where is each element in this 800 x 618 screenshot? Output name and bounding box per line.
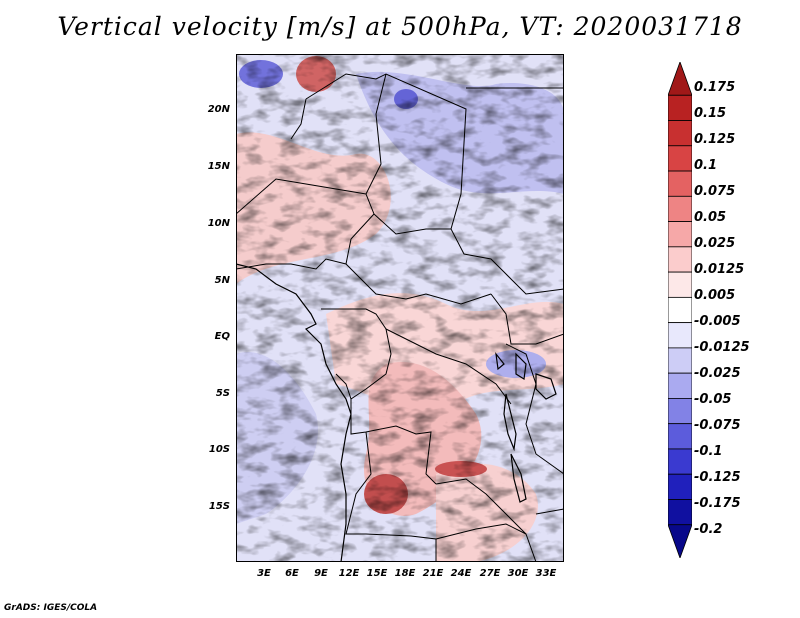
lon-label-12e: 12E bbox=[338, 568, 360, 579]
lon-label-30e: 30E bbox=[507, 568, 529, 579]
colorbar-segment-3 bbox=[668, 145, 692, 172]
colorbar-label-neg0025: -0.025 bbox=[694, 366, 741, 381]
colorbar-label-neg00125: -0.0125 bbox=[694, 340, 750, 355]
coastlines bbox=[236, 263, 557, 562]
lon-label-3e: 3E bbox=[257, 568, 271, 579]
colorbar-label-015: 0.15 bbox=[694, 106, 727, 121]
colorbar bbox=[668, 62, 692, 558]
colorbar-label-0005: 0.005 bbox=[694, 288, 736, 303]
colorbar-segment-17 bbox=[668, 499, 692, 526]
colorbar-label-neg0175: -0.175 bbox=[694, 496, 741, 511]
colorbar-label-neg02: -0.2 bbox=[694, 522, 723, 537]
lon-label-6e: 6E bbox=[285, 568, 299, 579]
colorbar-label-neg0125: -0.125 bbox=[694, 470, 741, 485]
colorbar-segment-1 bbox=[668, 94, 692, 121]
colorbar-segment-9 bbox=[668, 296, 692, 324]
colorbar-segment-4 bbox=[668, 170, 692, 197]
grads-credit: GrADS: IGES/COLA bbox=[4, 603, 98, 613]
colorbar-label-0125: 0.125 bbox=[694, 132, 736, 147]
colorbar-segment-7 bbox=[668, 246, 692, 273]
field-texture bbox=[236, 54, 564, 562]
colorbar-segment-11 bbox=[668, 347, 692, 374]
colorbar-label-neg0005: -0.005 bbox=[694, 314, 741, 329]
colorbar-label-00125: 0.0125 bbox=[694, 262, 745, 277]
lat-label-10n: 10N bbox=[207, 218, 230, 229]
colorbar-label-0025: 0.025 bbox=[694, 236, 736, 251]
lon-label-9e: 9E bbox=[314, 568, 328, 579]
colorbar-segment-18 bbox=[668, 524, 692, 558]
colorbar-label-neg01: -0.1 bbox=[694, 444, 723, 459]
country-borders bbox=[236, 73, 564, 562]
lat-label-eq: EQ bbox=[214, 331, 230, 342]
chart-title: Vertical velocity [m/s] at 500hPa, VT: 2… bbox=[57, 12, 743, 41]
lon-label-21e: 21E bbox=[422, 568, 444, 579]
colorbar-segment-14 bbox=[668, 423, 692, 450]
lat-label-15n: 15N bbox=[207, 161, 230, 172]
lon-label-27e: 27E bbox=[479, 568, 501, 579]
colorbar-segment-13 bbox=[668, 398, 692, 425]
colorbar-segment-2 bbox=[668, 120, 692, 147]
colorbar-label-005: 0.05 bbox=[694, 210, 727, 225]
colorbar-segment-10 bbox=[668, 322, 692, 349]
lon-label-24e: 24E bbox=[450, 568, 472, 579]
colorbar-segment-6 bbox=[668, 221, 692, 248]
lon-label-18e: 18E bbox=[394, 568, 416, 579]
lon-label-33e: 33E bbox=[535, 568, 557, 579]
lat-label-5s: 5S bbox=[215, 388, 230, 399]
colorbar-label-0075: 0.075 bbox=[694, 184, 736, 199]
lat-label-5n: 5N bbox=[214, 275, 230, 286]
colorbar-segment-8 bbox=[668, 271, 692, 298]
lat-label-10s: 10S bbox=[208, 444, 230, 455]
colorbar-label-0175: 0.175 bbox=[694, 80, 736, 95]
colorbar-segment-5 bbox=[668, 195, 692, 222]
lat-label-20n: 20N bbox=[207, 104, 230, 115]
colorbar-segment-16 bbox=[668, 473, 692, 500]
colorbar-label-neg0075: -0.075 bbox=[694, 418, 741, 433]
lon-label-15e: 15E bbox=[366, 568, 388, 579]
velocity-field-map bbox=[236, 54, 564, 562]
colorbar-label-01: 0.1 bbox=[694, 158, 718, 173]
colorbar-segment-12 bbox=[668, 372, 692, 399]
map-frame bbox=[236, 54, 564, 562]
colorbar-label-neg005: -0.05 bbox=[694, 392, 732, 407]
colorbar-segment-15 bbox=[668, 448, 692, 475]
map-panel bbox=[236, 54, 564, 562]
colorbar-segment-0 bbox=[668, 62, 692, 96]
lat-label-15s: 15S bbox=[208, 501, 230, 512]
